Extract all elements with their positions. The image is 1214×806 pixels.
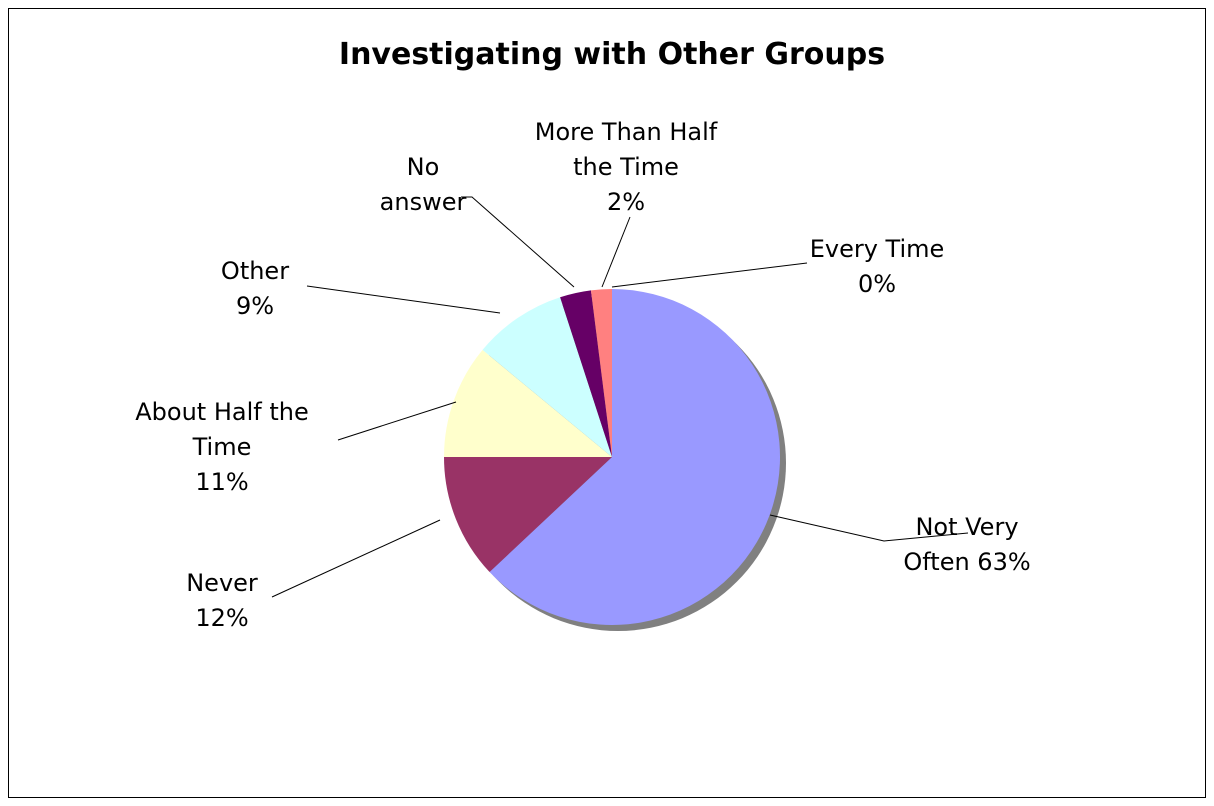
slice-label-about-half-the-time: About Half the Time 11% — [135, 398, 308, 496]
slice-label-line: Time — [192, 433, 252, 461]
slice-label-not-very-often: Not Very Often 63% — [903, 513, 1030, 576]
leader-lines — [271, 196, 969, 598]
pie-slice-other — [482, 297, 612, 457]
pie-slice-no-answer — [560, 290, 612, 457]
slice-label-line: answer — [380, 188, 467, 216]
slice-label-line: Not Very — [915, 513, 1018, 541]
chart-title: Investigating with Other Groups — [339, 37, 885, 72]
leader-line-more-than-half-the-time — [601, 216, 631, 288]
slice-label-line: Never — [186, 569, 258, 597]
slice-label-line: Every Time — [810, 235, 945, 263]
slice-labels: Not Very Often 63% Never 12% About Half the T… — [135, 118, 1030, 632]
slice-label-line: No — [407, 153, 440, 181]
slice-label-line: the Time — [573, 153, 679, 181]
slice-label-line: More Than Half — [535, 118, 718, 146]
slice-label-line: Other — [221, 257, 289, 285]
leader-line-no-answer — [461, 196, 575, 288]
slice-label-line: 0% — [858, 270, 896, 298]
leader-line-about-half-the-time — [337, 401, 457, 441]
pie-slice-not-very-often — [489, 289, 780, 625]
slice-label-no-answer: No answer — [380, 153, 467, 216]
slice-label-line: Often 63% — [903, 548, 1030, 576]
pie-slice-about-half-the-time — [444, 349, 612, 457]
leader-line-every-time — [611, 262, 808, 288]
slice-label-never: Never 12% — [186, 569, 258, 632]
slice-label-other: Other 9% — [221, 257, 289, 320]
pie-slice-never — [444, 457, 612, 573]
slice-label-every-time: Every Time 0% — [810, 235, 945, 298]
slice-label-more-than-half-the-time: More Than Half the Time 2% — [535, 118, 718, 216]
slice-label-line: 9% — [236, 292, 274, 320]
leader-line-never — [271, 519, 441, 598]
leader-line-not-very-often — [769, 514, 969, 542]
leader-line-other — [306, 285, 501, 314]
pie-slice-more-than-half-the-time — [590, 289, 612, 457]
slice-label-line: About Half the — [135, 398, 308, 426]
slice-label-line: 11% — [195, 468, 248, 496]
slice-label-line: 2% — [607, 188, 645, 216]
pie-slices — [444, 289, 780, 625]
slice-label-line: 12% — [195, 604, 248, 632]
